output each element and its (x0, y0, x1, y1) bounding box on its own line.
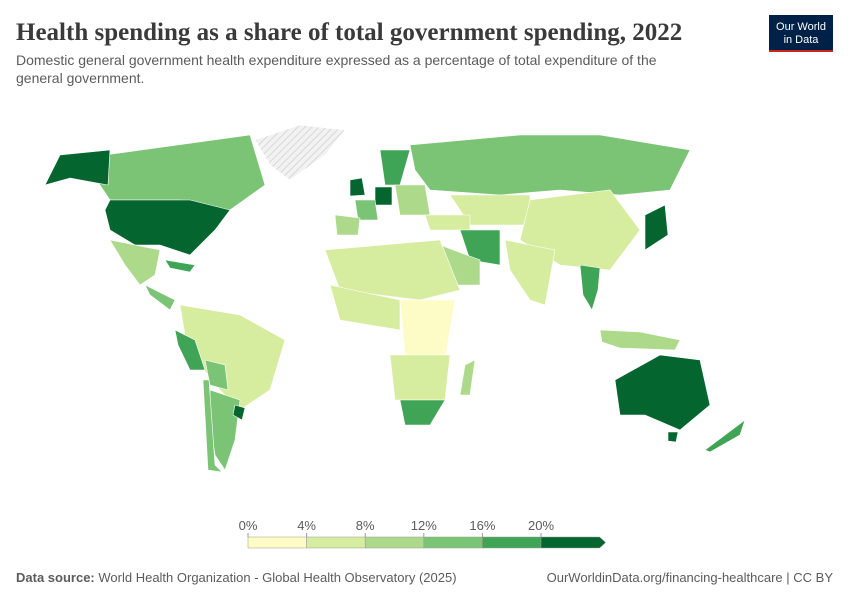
south-africa (399, 399, 446, 426)
japan (644, 204, 669, 251)
logo-line (769, 50, 833, 52)
source: Data source: World Health Organization -… (16, 570, 457, 585)
legend-bin (540, 536, 606, 549)
madagascar (459, 359, 476, 396)
turkey (424, 214, 471, 231)
indonesia (599, 329, 681, 351)
logo[interactable]: Our World in Data (769, 15, 833, 52)
legend-label: 16% (469, 518, 495, 533)
france (354, 199, 379, 221)
canada (89, 134, 266, 211)
west-africa (329, 284, 401, 331)
url[interactable]: OurWorldinData.org/financing-healthcare … (547, 570, 834, 585)
legend-label: 20% (528, 518, 554, 533)
title: Health spending as a share of total gove… (16, 19, 682, 46)
greenland (254, 124, 346, 181)
alaska (44, 149, 111, 186)
subtitle: Domestic general government health expen… (16, 52, 657, 68)
legend-bin (364, 536, 425, 549)
central-africa (399, 299, 456, 361)
logo-text: in Data (784, 34, 820, 46)
source-label: Data source: (16, 570, 95, 585)
legend-label: 12% (411, 518, 437, 533)
russia (409, 134, 691, 196)
legend-label: 8% (356, 518, 375, 533)
spain (334, 214, 361, 236)
subtitle: general government. (16, 70, 144, 86)
legend-bin (423, 536, 483, 549)
mexico (109, 239, 161, 286)
scandinavia (379, 149, 411, 186)
logo-text: Our World (776, 21, 826, 33)
legend-bin (306, 536, 366, 549)
thailand (579, 264, 601, 311)
germany (374, 186, 393, 206)
legend-bin (482, 536, 542, 549)
chile (202, 379, 223, 473)
australia (614, 354, 711, 431)
eastern-europe (394, 184, 431, 216)
legend: 0% 4% 8% 12% 16% 20% (239, 518, 606, 549)
uk (349, 177, 366, 197)
peru (174, 329, 206, 371)
southern-africa (389, 354, 451, 401)
cuba (164, 259, 196, 273)
uruguay (232, 404, 246, 421)
source-text: World Health Organization - Global Healt… (98, 570, 456, 585)
legend-label: 0% (239, 518, 258, 533)
bolivia (204, 359, 229, 391)
legend-bin (247, 536, 307, 549)
usa (104, 199, 231, 256)
central-america (144, 284, 176, 311)
logo-box (769, 15, 833, 52)
india (504, 239, 556, 306)
tasmania (667, 431, 679, 443)
north-africa (324, 239, 461, 301)
new-zealand (704, 419, 746, 453)
legend-label: 4% (297, 518, 316, 533)
world-map (44, 124, 746, 473)
